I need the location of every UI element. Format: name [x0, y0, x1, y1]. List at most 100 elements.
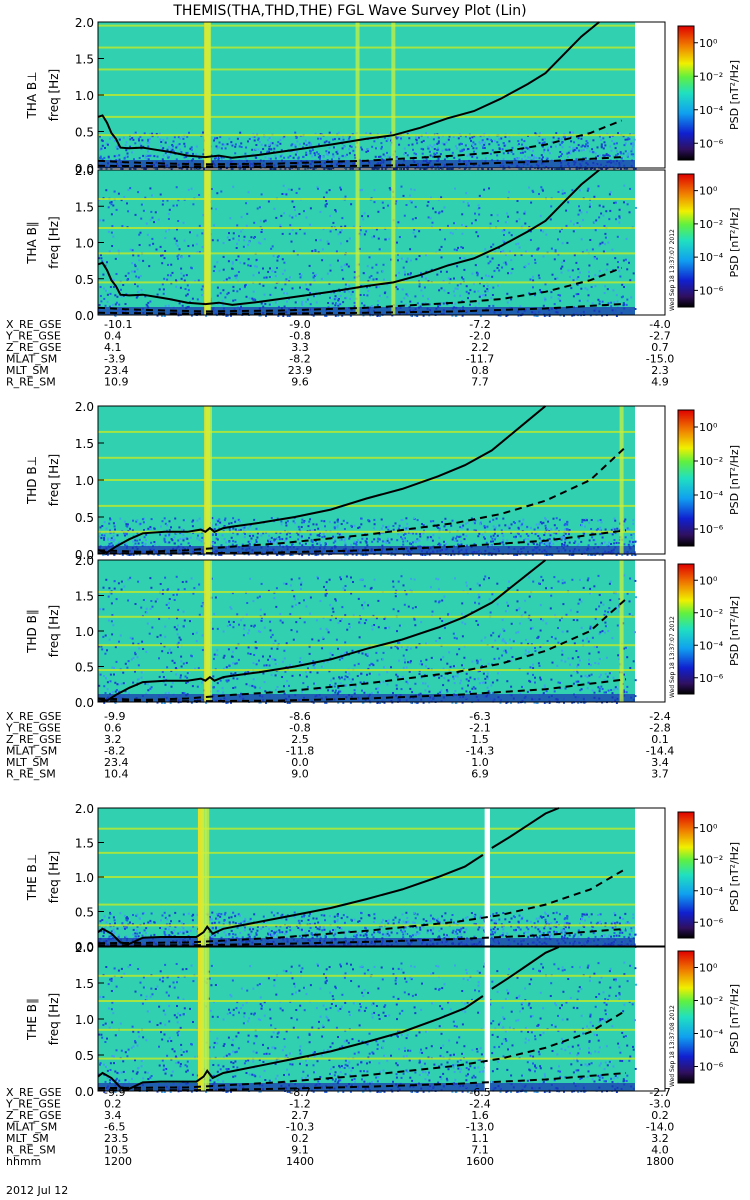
spectrogram-noise-pixel	[110, 213, 113, 216]
spectrogram-noise-pixel	[615, 294, 618, 297]
spectrogram-noise-pixel	[116, 683, 119, 686]
spectrogram-noise-pixel	[340, 229, 343, 232]
spectrogram-noise-pixel	[299, 286, 301, 289]
y-tick-label: 0.0	[75, 162, 94, 176]
spectrogram-noise-pixel	[606, 675, 609, 678]
spectrogram-noise-pixel	[594, 285, 597, 288]
spectrogram-noise-pixel	[342, 135, 344, 138]
spectrogram-noise-pixel	[476, 662, 479, 665]
spectrogram-noise-pixel	[336, 152, 339, 155]
spectrogram-noise-pixel	[332, 535, 334, 538]
spectrogram-noise-pixel	[145, 539, 148, 542]
spectrogram-noise-pixel	[597, 651, 600, 654]
spectrogram-noise-pixel	[162, 147, 165, 150]
spectrogram-noise-pixel	[614, 257, 617, 260]
spectrogram-noise-pixel	[554, 145, 557, 148]
spectrogram-noise-pixel	[490, 168, 493, 170]
spectrogram-noise-pixel	[452, 136, 455, 139]
spectrogram-noise-pixel	[581, 518, 584, 521]
spectrogram-noise-pixel	[554, 528, 557, 531]
spectrogram-noise-pixel	[571, 269, 574, 272]
spectrogram-noise-pixel	[336, 532, 339, 535]
spectrogram-noise-pixel	[592, 139, 595, 142]
spectrogram-noise-pixel	[150, 686, 153, 689]
spectrogram-noise-pixel	[171, 144, 174, 146]
spectrogram-noise-pixel	[213, 686, 216, 689]
spectrogram-noise-pixel	[556, 664, 559, 667]
spectrogram-noise-pixel	[257, 241, 260, 244]
spectrogram-noise-pixel	[185, 682, 188, 684]
spectrogram-noise-pixel	[502, 517, 505, 520]
spectrogram-noise-pixel	[183, 142, 186, 145]
spectrogram-noise-pixel	[375, 228, 378, 231]
spectrogram-noise-pixel	[601, 536, 604, 539]
spectrogram-noise-pixel	[323, 585, 325, 588]
spectrogram-noise-pixel	[106, 300, 109, 303]
spectrogram-noise-pixel	[453, 553, 456, 556]
spectrogram-noise-pixel	[192, 592, 195, 595]
spectrogram-noise-pixel	[413, 152, 416, 155]
spectrogram-noise-pixel	[337, 233, 340, 236]
spectrogram-noise-pixel	[136, 539, 139, 542]
spectrogram-noise-pixel	[160, 254, 162, 257]
spectrogram-noise-pixel	[543, 297, 546, 300]
spectrogram-noise-pixel	[163, 517, 166, 520]
spectral-band-line	[98, 46, 635, 49]
spectrogram-noise-pixel	[319, 210, 322, 213]
colorbar-label: PSD [nT²/Hz]	[728, 207, 741, 277]
spectrogram-noise-pixel	[99, 157, 102, 160]
spectrogram-noise-pixel	[550, 587, 553, 589]
spectrogram-noise-pixel	[168, 529, 171, 532]
spectrogram-noise-pixel	[387, 525, 390, 528]
spectrogram-noise-pixel	[274, 286, 277, 289]
spectrogram-noise-pixel	[542, 230, 545, 233]
spectrogram-noise-pixel	[514, 537, 517, 539]
spectrogram-noise-pixel	[114, 303, 117, 306]
spectrogram-noise-pixel	[344, 553, 346, 556]
spectrogram-noise-pixel	[317, 137, 319, 140]
spectrogram-noise-pixel	[552, 517, 555, 520]
spectrogram-noise-pixel	[386, 539, 389, 542]
spectrogram-noise-pixel	[431, 221, 434, 224]
colorbar-tick-label: 10⁻⁶	[699, 284, 724, 297]
spectrogram-noise-pixel	[226, 680, 229, 683]
spectrogram-noise-pixel	[260, 231, 263, 233]
spectrogram-noise-pixel	[235, 247, 238, 249]
spectrogram-noise-pixel	[270, 647, 273, 650]
spectrogram-noise-pixel	[183, 156, 186, 159]
spectrogram-noise-pixel	[409, 553, 412, 556]
spectrogram-noise-pixel	[242, 245, 245, 248]
spectrogram-noise-pixel	[328, 131, 331, 134]
spectrogram-noise-pixel	[145, 222, 148, 225]
spectrogram-noise-pixel	[614, 519, 617, 522]
spectrogram-noise-pixel	[474, 219, 477, 222]
spectrogram-noise-pixel	[328, 141, 331, 144]
spectrogram-noise-pixel	[459, 282, 462, 285]
spectrogram-noise-pixel	[331, 302, 334, 305]
spectrogram-noise-pixel	[111, 136, 114, 139]
spectrogram-noise-pixel	[627, 137, 630, 140]
spectrogram-noise-pixel	[164, 541, 167, 544]
spectrogram-noise-pixel	[291, 287, 294, 290]
spectrogram-noise-pixel	[327, 631, 330, 634]
spectrogram-noise-pixel	[168, 553, 171, 556]
spectrogram-noise-pixel	[439, 228, 442, 231]
spectrogram-noise-pixel	[245, 683, 248, 686]
spectrogram-noise-pixel	[336, 526, 339, 529]
spectrogram-noise-pixel	[498, 138, 501, 141]
spectrogram-noise-pixel	[368, 520, 371, 523]
spectrogram-noise-pixel	[305, 671, 308, 674]
spectral-band-line	[98, 479, 635, 481]
spectrogram-noise-pixel	[613, 528, 616, 531]
spectrogram-noise-pixel	[279, 224, 282, 227]
spectrogram-noise-pixel	[602, 147, 605, 150]
spectrogram-noise-pixel	[291, 554, 294, 556]
spectrogram-noise-pixel	[111, 691, 114, 694]
spectrogram-noise-pixel	[446, 662, 449, 665]
spectrogram-noise-pixel	[573, 223, 575, 226]
spectrogram-noise-pixel	[171, 539, 174, 542]
spectrogram-noise-pixel	[247, 540, 250, 543]
spectrogram-noise-pixel	[253, 518, 256, 521]
spectrogram-noise-pixel	[273, 207, 276, 210]
spectrogram-noise-pixel	[343, 539, 346, 542]
